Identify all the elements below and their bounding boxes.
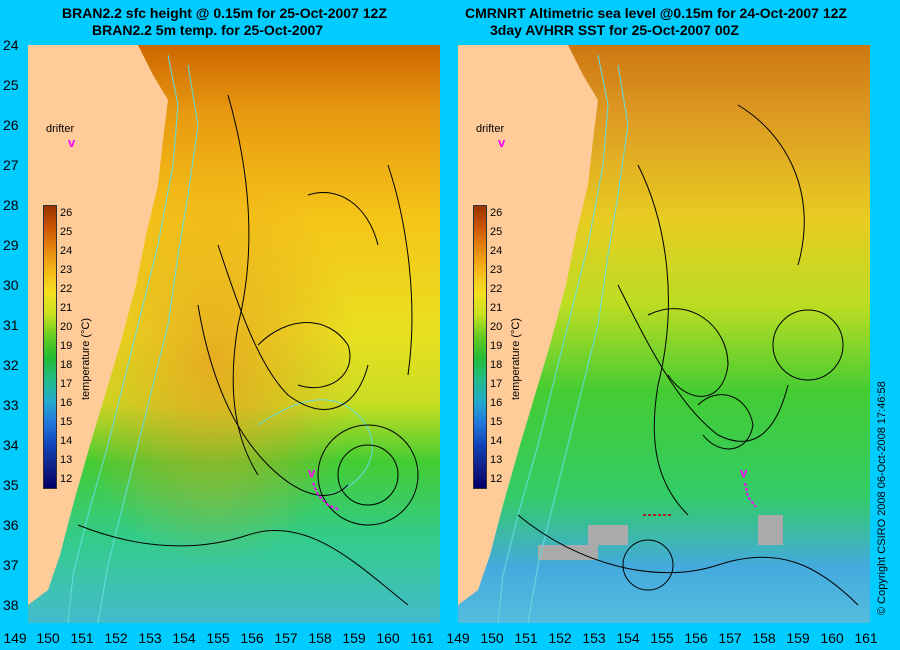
left-x-label-160: 160 (376, 630, 400, 646)
left-cbar-tick-26: 26 (60, 207, 73, 219)
right-cbar-tick-26: 26 (490, 207, 503, 219)
copyright-notice: © Copyright CSIRO 2008 06-Oct-2008 17:46… (876, 381, 888, 615)
right-x-label-153: 153 (582, 630, 606, 646)
right-x-label-149: 149 (446, 630, 470, 646)
left-cbar-tick-25: 25 (60, 226, 73, 238)
bathymetry-contours (497, 54, 629, 623)
right-colorbar-label: temperature (°C) (510, 317, 522, 400)
right-x-label-156: 156 (684, 630, 708, 646)
y-label-37: 37 (3, 557, 19, 573)
left-cbar-tick-24: 24 (60, 245, 73, 257)
right-cbar-tick-12: 12 (490, 473, 503, 485)
left-cbar-tick-17: 17 (60, 378, 73, 390)
left-cbar-tick-16: 16 (60, 397, 73, 409)
left-map-panel: drifter v v 26 25 24 23 22 21 20 19 18 1… (28, 45, 440, 623)
right-cbar-tick-24: 24 (490, 245, 503, 257)
right-map-canvas (458, 45, 870, 623)
y-label-36: 36 (3, 517, 19, 533)
right-cbar-tick-20: 20 (490, 321, 503, 333)
right-cbar-tick-15: 15 (490, 416, 503, 428)
left-drifter-legend-marker: v (68, 135, 76, 150)
sea-height-contours (77, 94, 419, 606)
left-cbar-tick-21: 21 (60, 302, 73, 314)
right-cbar-tick-25: 25 (490, 226, 503, 238)
right-x-label-157: 157 (718, 630, 742, 646)
left-cbar-tick-22: 22 (60, 283, 73, 295)
bathymetry-contours (67, 54, 373, 623)
y-label-35: 35 (3, 477, 19, 493)
left-drifter-track (312, 482, 341, 511)
left-cbar-tick-20: 20 (60, 321, 73, 333)
y-label-28: 28 (3, 197, 19, 213)
left-cbar-tick-12: 12 (60, 473, 73, 485)
right-drifter-position: v (740, 465, 748, 480)
y-label-26: 26 (3, 117, 19, 133)
right-title-line1: CMRNRT Altimetric sea level @0.15m for 2… (465, 5, 847, 21)
left-cbar-tick-15: 15 (60, 416, 73, 428)
left-title-line2: BRAN2.2 5m temp. for 25-Oct-2007 (92, 22, 324, 38)
right-cbar-tick-18: 18 (490, 359, 503, 371)
left-x-label-151: 151 (70, 630, 94, 646)
right-title-line2: 3day AVHRR SST for 25-Oct-2007 00Z (490, 22, 739, 38)
left-cbar-tick-13: 13 (60, 454, 73, 466)
right-cbar-tick-14: 14 (490, 435, 503, 447)
left-drifter-position: v (308, 465, 316, 480)
land-australia (458, 45, 598, 605)
right-cbar-tick-22: 22 (490, 283, 503, 295)
right-colorbar (473, 205, 487, 489)
right-drifter-track (643, 482, 757, 516)
left-cbar-tick-14: 14 (60, 435, 73, 447)
left-x-label-153: 153 (138, 630, 162, 646)
right-x-label-161: 161 (854, 630, 878, 646)
right-cbar-tick-23: 23 (490, 264, 503, 276)
left-cbar-tick-23: 23 (60, 264, 73, 276)
land-australia (28, 45, 168, 605)
right-drifter-legend-label: drifter (476, 123, 505, 135)
left-x-label-154: 154 (172, 630, 196, 646)
left-x-label-159: 159 (342, 630, 366, 646)
right-x-label-150: 150 (480, 630, 504, 646)
right-x-label-159: 159 (786, 630, 810, 646)
left-cbar-tick-18: 18 (60, 359, 73, 371)
left-x-label-156: 156 (240, 630, 264, 646)
right-x-label-160: 160 (820, 630, 844, 646)
y-label-30: 30 (3, 277, 19, 293)
right-x-label-152: 152 (548, 630, 572, 646)
right-cbar-tick-19: 19 (490, 340, 503, 352)
y-label-31: 31 (3, 317, 19, 333)
right-drifter-legend-marker: v (498, 135, 506, 150)
right-x-label-151: 151 (514, 630, 538, 646)
y-label-29: 29 (3, 237, 19, 253)
right-x-label-155: 155 (650, 630, 674, 646)
y-label-38: 38 (3, 597, 19, 613)
left-x-label-155: 155 (206, 630, 230, 646)
right-cbar-tick-17: 17 (490, 378, 503, 390)
left-map-canvas (28, 45, 440, 623)
y-label-34: 34 (3, 437, 19, 453)
right-cbar-tick-21: 21 (490, 302, 503, 314)
left-colorbar (43, 205, 57, 489)
left-x-label-157: 157 (274, 630, 298, 646)
left-cbar-tick-19: 19 (60, 340, 73, 352)
right-map-panel: drifter v v 26 25 24 23 22 21 20 19 18 1… (458, 45, 870, 623)
cloud-gaps (538, 515, 783, 560)
right-x-label-154: 154 (616, 630, 640, 646)
y-label-24: 24 (3, 37, 19, 53)
right-x-label-158: 158 (752, 630, 776, 646)
left-x-label-149: 149 (3, 630, 27, 646)
right-cbar-tick-16: 16 (490, 397, 503, 409)
y-label-27: 27 (3, 157, 19, 173)
left-x-label-152: 152 (104, 630, 128, 646)
left-colorbar-label: temperature (°C) (80, 317, 92, 400)
left-x-label-150: 150 (36, 630, 60, 646)
sea-level-contours (517, 104, 859, 606)
y-label-33: 33 (3, 397, 19, 413)
left-title-line1: BRAN2.2 sfc height @ 0.15m for 25-Oct-20… (62, 5, 387, 21)
right-cbar-tick-13: 13 (490, 454, 503, 466)
left-drifter-legend-label: drifter (46, 123, 75, 135)
left-x-label-161: 161 (410, 630, 434, 646)
left-x-label-158: 158 (308, 630, 332, 646)
y-label-32: 32 (3, 357, 19, 373)
y-label-25: 25 (3, 77, 19, 93)
